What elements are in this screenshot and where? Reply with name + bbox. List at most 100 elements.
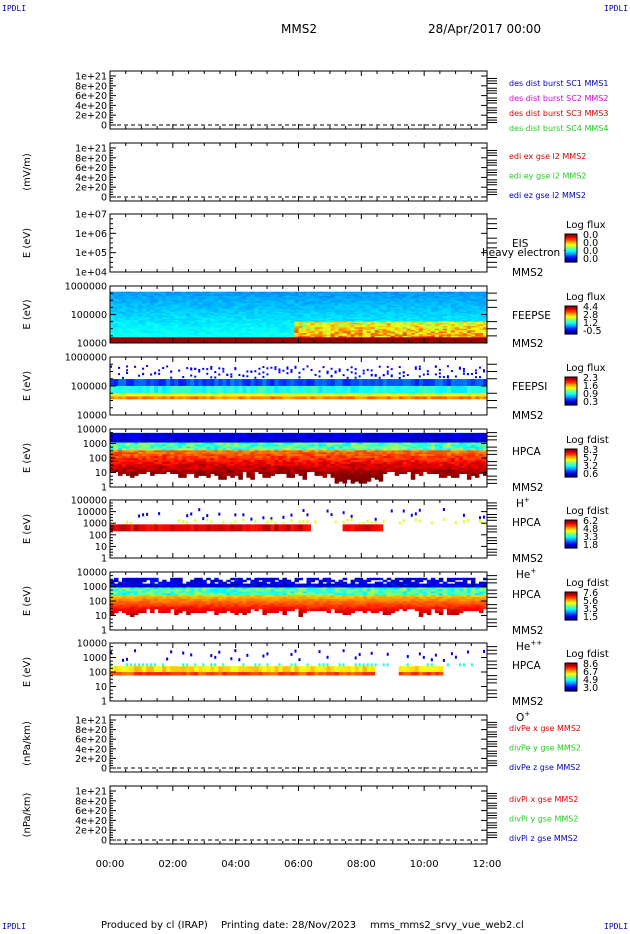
heatmap-cell [278, 291, 283, 294]
heatmap-cell [402, 386, 408, 394]
heatmap-cell [206, 311, 211, 314]
heatmap-cell [130, 465, 135, 469]
heatmap-cell [190, 301, 195, 304]
heatmap-cell [130, 328, 135, 331]
heatmap-cell [138, 333, 143, 335]
heatmap-cell [194, 303, 199, 306]
heatmap-cell [378, 298, 384, 301]
heatmap-cell [110, 293, 115, 296]
heatmap-cell [434, 317, 440, 320]
heatmap-cell [238, 317, 243, 320]
heatmap-cell [354, 396, 360, 400]
heatmap-cell [110, 440, 115, 444]
heatmap-cell [238, 334, 243, 337]
heatmap-cell [446, 340, 452, 343]
heatmap-cell [386, 304, 392, 307]
heatmap-cell [118, 450, 123, 453]
heatmap-cell [358, 321, 364, 324]
heatmap-cell [446, 330, 452, 333]
heatmap-cell [238, 328, 243, 331]
y-tick-label: 1000000 [65, 353, 107, 364]
heatmap-cell [126, 325, 131, 328]
heatmap-cell [418, 320, 424, 323]
heatmap-cell [130, 440, 135, 444]
heatmap-cell [150, 461, 155, 465]
heatmap-cell [286, 313, 291, 315]
heatmap-cell [386, 298, 392, 301]
heatmap-cell [158, 307, 163, 310]
heatmap-cell [118, 331, 123, 334]
heatmap-cell [258, 295, 263, 298]
heatmap-cell [258, 293, 263, 296]
heatmap-cell [234, 367, 237, 370]
heatmap-cell [350, 308, 356, 311]
heatmap-cell [230, 315, 235, 318]
heatmap-cell [198, 379, 203, 387]
colorbar-cell [565, 307, 577, 310]
heatmap-cell [170, 458, 175, 461]
heatmap-cell [170, 305, 175, 308]
heatmap-cell [446, 331, 452, 334]
heatmap-cell [242, 335, 247, 338]
heatmap-cell [414, 314, 420, 317]
heatmap-cell [382, 303, 388, 306]
heatmap-cell [234, 307, 239, 310]
heatmap-cell [262, 313, 267, 315]
panel-frame [109, 70, 488, 130]
heatmap-cell [266, 318, 271, 321]
heatmap-cell [430, 305, 436, 308]
heatmap-cell [202, 456, 207, 459]
heatmap-cell [358, 320, 364, 323]
heatmap-cell [458, 392, 464, 397]
heatmap-cell [402, 318, 408, 321]
heatmap-cell [378, 376, 381, 379]
heatmap-cell [186, 386, 191, 394]
heatmap-cell [478, 300, 484, 303]
heatmap-cell [230, 313, 235, 315]
heatmap-cell [114, 386, 119, 394]
heatmap-cell [478, 320, 484, 323]
heatmap-cell [222, 307, 227, 310]
heatmap-cell [458, 328, 464, 331]
heatmap-cell [442, 318, 448, 321]
heatmap-cell [114, 315, 119, 318]
heatmap-cell [330, 337, 336, 340]
heatmap-cell [110, 323, 115, 325]
heatmap-cell [254, 323, 259, 325]
heatmap-cell [158, 300, 163, 303]
heatmap-cell [310, 325, 316, 328]
heatmap-cell [430, 335, 436, 338]
heatmap-cell [206, 459, 211, 463]
heatmap-cell [374, 314, 380, 317]
heatmap-cell [174, 337, 179, 340]
heatmap-cell [402, 293, 408, 296]
heatmap-cell [130, 293, 135, 296]
heatmap-cell [454, 328, 460, 331]
heatmap-cell [134, 314, 139, 317]
heatmap-cell [422, 314, 428, 317]
heatmap-cell [382, 314, 388, 317]
heatmap-cell [118, 379, 123, 387]
heatmap-cell [130, 459, 135, 463]
heatmap-cell [142, 308, 147, 311]
heatmap-cell [450, 304, 456, 307]
heatmap-cell [350, 323, 356, 325]
heatmap-cell [162, 313, 167, 315]
heatmap-cell [398, 294, 404, 297]
heatmap-cell [138, 392, 143, 397]
heatmap-cell [450, 337, 456, 340]
y-tick-label: 100000 [71, 382, 107, 393]
heatmap-cell [466, 304, 472, 307]
heatmap-cell [242, 396, 247, 400]
heatmap-cell [282, 318, 287, 321]
heatmap-cell [206, 372, 209, 375]
heatmap-cell [474, 321, 480, 324]
heatmap-cell [458, 338, 464, 341]
heatmap-cell [246, 304, 251, 307]
heatmap-cell [118, 436, 123, 440]
heatmap-cell [354, 310, 360, 313]
heatmap-cell [198, 473, 203, 476]
heatmap-cell [346, 315, 352, 318]
heatmap-cell [290, 327, 295, 330]
heatmap-cell [166, 379, 171, 387]
